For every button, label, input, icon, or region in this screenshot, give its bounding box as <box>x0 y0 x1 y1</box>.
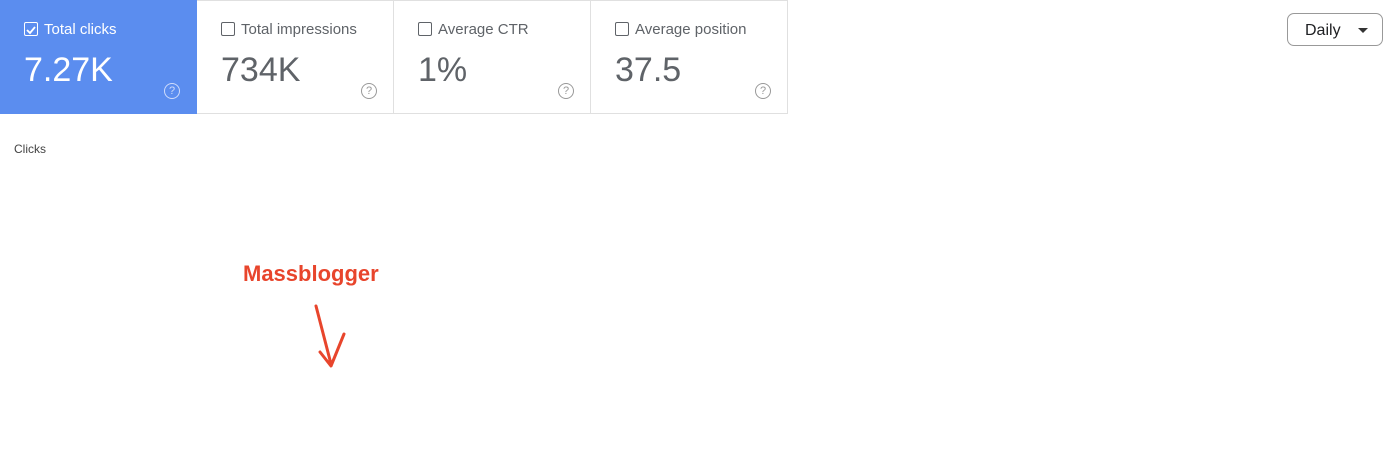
metric-card[interactable]: Average CTR 1%? <box>394 0 591 114</box>
metric-value: 7.27K <box>24 51 113 89</box>
y-axis-label: Clicks <box>14 142 46 156</box>
metric-card[interactable]: Average position 37.5? <box>591 0 788 114</box>
annotation: Massblogger <box>243 261 379 286</box>
metric-label: Average CTR <box>438 21 529 38</box>
metric-value: 37.5 <box>615 51 682 89</box>
help-icon: ? <box>558 83 574 99</box>
metric-value: 734K <box>221 51 301 89</box>
metric-label: Total impressions <box>241 21 357 38</box>
metric-value: 1% <box>418 51 468 89</box>
metric-label: Total clicks <box>44 21 117 38</box>
dropdown-caret <box>1358 28 1368 38</box>
annotation-arrow <box>314 304 346 368</box>
help-icon: ? <box>755 83 771 99</box>
metric-label: Average position <box>635 21 747 38</box>
metric-card[interactable]: Total impressions 734K? <box>197 0 394 114</box>
checkbox <box>418 22 432 36</box>
help-icon: ? <box>164 83 180 99</box>
period-dropdown[interactable]: Daily <box>1287 13 1383 46</box>
checkbox <box>221 22 235 36</box>
dropdown-label: Daily <box>1305 22 1341 39</box>
checkbox <box>615 22 629 36</box>
help-icon: ? <box>361 83 377 99</box>
